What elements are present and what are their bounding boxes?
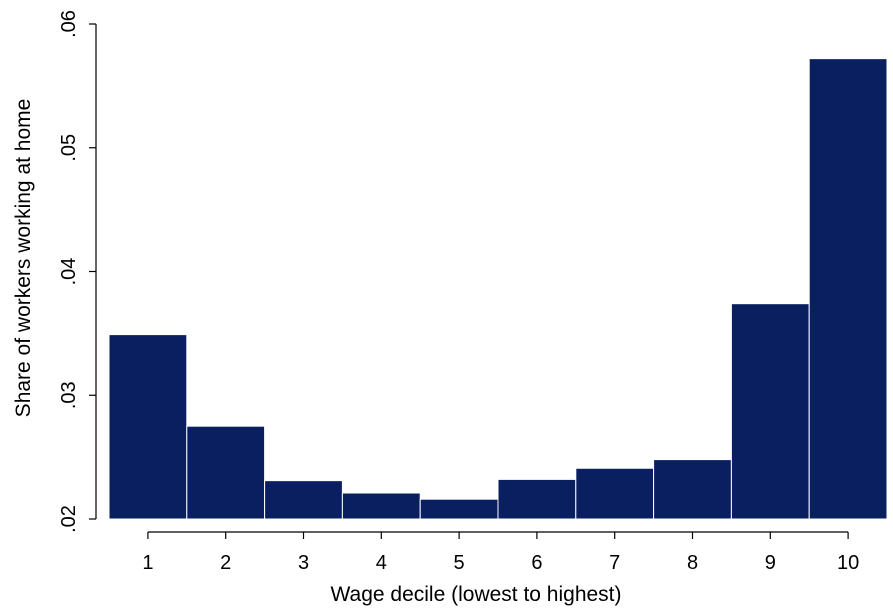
bar-decile-3 [264, 480, 343, 520]
bar-decile-2 [186, 425, 266, 520]
y-axis-title: Share of workers working at home [12, 99, 35, 418]
y-tick-label: .02 [58, 505, 80, 533]
y-tick-label: .04 [58, 258, 80, 286]
bar-decile-4 [341, 492, 421, 520]
y-tick-label: .03 [58, 381, 80, 409]
x-tick-label: 1 [142, 552, 153, 574]
bar-decile-6 [497, 478, 577, 520]
x-tick-label: 3 [298, 552, 309, 574]
bar-decile-7 [575, 467, 655, 520]
bar-decile-8 [653, 459, 732, 520]
bar-decile-5 [419, 498, 499, 520]
x-tick-label: 8 [687, 552, 698, 574]
bar-decile-1 [108, 334, 188, 520]
x-axis-title: Wage decile (lowest to highest) [330, 583, 621, 606]
y-tick-label: .06 [58, 10, 80, 38]
x-tick-label: 6 [531, 552, 542, 574]
x-axis-ticks: 1 2 3 4 5 6 7 8 9 10 [142, 532, 859, 574]
x-tick-label: 4 [376, 552, 387, 574]
x-tick-label: 9 [765, 552, 776, 574]
x-tick-label: 7 [609, 552, 620, 574]
y-axis-ticks: .02 .03 .04 .05 .06 [58, 10, 96, 533]
y-tick-label: .05 [58, 134, 80, 162]
bar-decile-9 [730, 303, 810, 520]
x-tick-label: 10 [837, 552, 859, 574]
bars-group [108, 58, 888, 520]
x-tick-label: 2 [220, 552, 231, 574]
x-tick-label: 5 [454, 552, 465, 574]
bar-decile-10 [808, 58, 888, 520]
